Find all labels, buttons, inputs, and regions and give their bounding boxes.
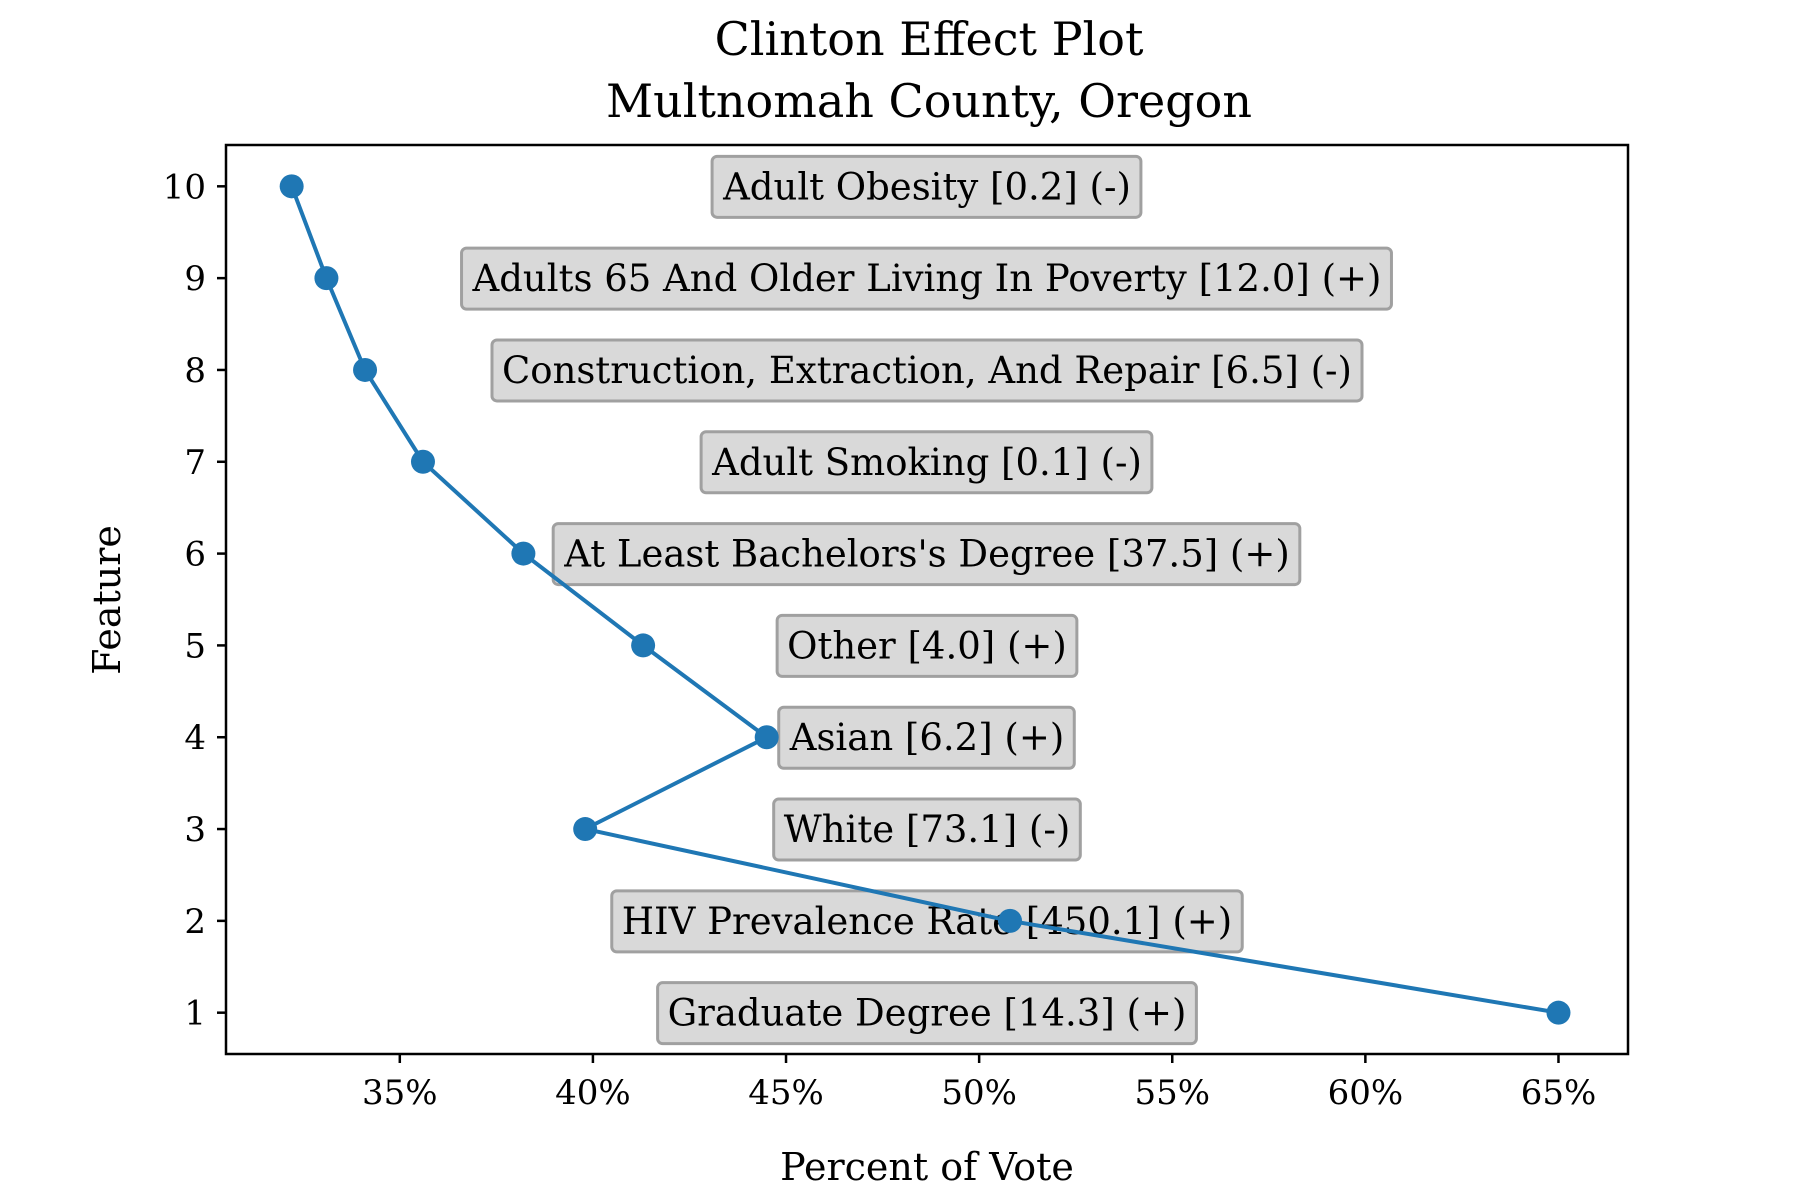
x-tick-label: 60%	[1328, 1073, 1404, 1113]
annotation-label: Adults 65 And Older Living In Poverty [1…	[460, 246, 1393, 311]
annotation-text: HIV Prevalence Rate [450.1] (+)	[622, 900, 1232, 943]
annotation-text: Other [4.0] (+)	[787, 624, 1067, 667]
annotation-text: Adult Obesity [0.2] (-)	[722, 165, 1131, 208]
annotation-text: At Least Bachelors's Degree [37.5] (+)	[563, 533, 1290, 576]
annotation-text: Adults 65 And Older Living In Poverty [1…	[472, 257, 1382, 300]
annotation-label: Construction, Extraction, And Repair [6.…	[490, 338, 1364, 403]
x-tick-label: 65%	[1521, 1073, 1597, 1113]
data-point	[1546, 1000, 1571, 1025]
x-tick-label: 45%	[748, 1073, 824, 1113]
annotation-label: HIV Prevalence Rate [450.1] (+)	[610, 889, 1244, 954]
y-tick-label: 6	[184, 535, 206, 575]
annotation-box	[490, 338, 1364, 403]
data-point	[314, 266, 339, 291]
x-tick-label: 40%	[555, 1073, 631, 1113]
x-tick-label: 35%	[362, 1073, 438, 1113]
data-point	[631, 633, 656, 658]
annotation-box	[710, 154, 1143, 219]
y-tick-label: 4	[184, 718, 206, 758]
annotation-label: Other [4.0] (+)	[775, 613, 1079, 678]
annotation-group: Graduate Degree [14.3] (+) HIV Prevalence…	[460, 154, 1393, 1046]
y-tick-label: 9	[184, 259, 206, 299]
data-point	[410, 449, 435, 474]
y-tick-label: 5	[184, 626, 206, 666]
annotation-box	[656, 981, 1198, 1046]
y-tick-label: 3	[184, 810, 206, 850]
annotation-text: Adult Smoking [0.1] (-)	[711, 441, 1142, 484]
x-axis-label: Percent of Vote	[780, 1145, 1074, 1189]
annotation-box	[699, 430, 1154, 495]
annotation-text: Asian [6.2] (+)	[789, 716, 1065, 759]
data-point	[279, 174, 304, 199]
y-tick-label: 10	[163, 167, 206, 207]
annotation-text: White [73.1] (-)	[784, 808, 1071, 851]
y-axis-label: Feature	[85, 525, 129, 675]
annotation-label: Adult Obesity [0.2] (-)	[710, 154, 1143, 219]
y-tick-label: 7	[184, 443, 206, 483]
annotation-text: Graduate Degree [14.3] (+)	[668, 992, 1187, 1035]
annotation-box	[775, 613, 1079, 678]
annotation-label: Graduate Degree [14.3] (+)	[656, 981, 1198, 1046]
y-tick-label: 8	[184, 351, 206, 391]
annotation-label: Asian [6.2] (+)	[777, 705, 1076, 770]
chart-title: Clinton Effect Plot	[715, 12, 1144, 66]
annotation-box	[460, 246, 1393, 311]
data-point	[754, 725, 779, 750]
annotation-box	[610, 889, 1244, 954]
annotation-label: At Least Bachelors's Degree [37.5] (+)	[551, 522, 1302, 587]
data-point	[511, 541, 536, 566]
x-tick-label: 55%	[1134, 1073, 1210, 1113]
x-tick-label: 50%	[941, 1073, 1017, 1113]
annotation-box	[772, 797, 1082, 862]
y-tick-label: 1	[184, 994, 206, 1034]
plot-area: Graduate Degree [14.3] (+) HIV Prevalence…	[163, 143, 1630, 1113]
series-line	[289, 185, 1559, 1015]
annotation-label: Adult Smoking [0.1] (-)	[699, 430, 1154, 495]
annotation-box	[551, 522, 1302, 587]
annotation-box	[777, 705, 1076, 770]
data-point	[573, 817, 598, 842]
annotation-text: Construction, Extraction, And Repair [6.…	[502, 349, 1352, 392]
data-point	[353, 357, 378, 382]
plot-frame	[224, 143, 1630, 1056]
annotation-label: White [73.1] (-)	[772, 797, 1082, 862]
data-point	[998, 908, 1023, 933]
chart-subtitle: Multnomah County, Oregon	[606, 74, 1252, 128]
y-tick-label: 2	[184, 902, 206, 942]
